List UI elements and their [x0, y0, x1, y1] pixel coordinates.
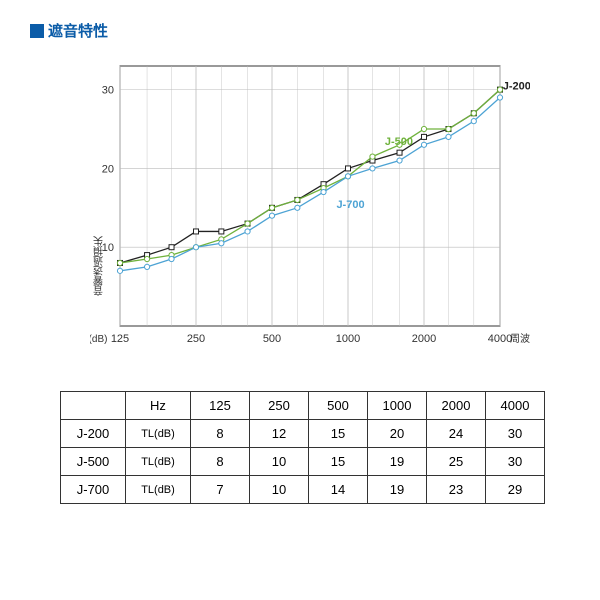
table-col-header: 250 [250, 392, 309, 420]
svg-text:音響透過損失: 音響透過損失 [94, 235, 106, 297]
table-cell: 8 [191, 420, 250, 448]
svg-text:4000: 4000 [488, 333, 512, 345]
svg-text:J-500: J-500 [385, 136, 413, 148]
svg-text:(dB): (dB) [90, 334, 107, 345]
table-cell: 25 [427, 448, 486, 476]
title-square-icon [30, 24, 44, 38]
svg-text:500: 500 [263, 333, 281, 345]
table-cell: 14 [309, 476, 368, 504]
table-cell: 19 [368, 476, 427, 504]
table-cell: 20 [368, 420, 427, 448]
table-corner [61, 392, 126, 420]
table-col-hz: Hz [126, 392, 191, 420]
table-col-header: 2000 [427, 392, 486, 420]
svg-text:125: 125 [111, 333, 129, 345]
table-cell: 15 [309, 420, 368, 448]
table-cell: 24 [427, 420, 486, 448]
svg-text:J-200: J-200 [503, 81, 530, 93]
table-cell: 30 [486, 420, 545, 448]
data-table: Hz125250500100020004000 J-200TL(dB)81215… [60, 391, 545, 504]
table-row: J-500TL(dB)81015192530 [61, 448, 545, 476]
table-cell: 12 [250, 420, 309, 448]
table-cell: 10 [250, 448, 309, 476]
table-cell: 8 [191, 448, 250, 476]
title-text: 遮音特性 [48, 20, 108, 41]
table-cell: 19 [368, 448, 427, 476]
svg-text:J-700: J-700 [336, 199, 364, 211]
svg-text:2000: 2000 [412, 333, 436, 345]
table-cell: 23 [427, 476, 486, 504]
svg-text:250: 250 [187, 333, 205, 345]
table-row: J-700TL(dB)71014192329 [61, 476, 545, 504]
table-row-name: J-500 [61, 448, 126, 476]
table-row-unit: TL(dB) [126, 448, 191, 476]
chart-title: 遮音特性 [30, 20, 570, 41]
svg-text:20: 20 [102, 163, 114, 175]
table-row-name: J-200 [61, 420, 126, 448]
table-cell: 7 [191, 476, 250, 504]
svg-text:周波数 (Hz): 周波数 (Hz) [510, 332, 530, 345]
table-row-unit: TL(dB) [126, 420, 191, 448]
table-col-header: 125 [191, 392, 250, 420]
sound-insulation-chart: 102030125250500100020004000J-200J-500J-7… [90, 56, 530, 361]
table-row: J-200TL(dB)81215202430 [61, 420, 545, 448]
table-cell: 10 [250, 476, 309, 504]
table-row-name: J-700 [61, 476, 126, 504]
svg-text:1000: 1000 [336, 333, 360, 345]
table-col-header: 4000 [486, 392, 545, 420]
table-row-unit: TL(dB) [126, 476, 191, 504]
table-cell: 29 [486, 476, 545, 504]
table-col-header: 1000 [368, 392, 427, 420]
table-cell: 15 [309, 448, 368, 476]
svg-text:30: 30 [102, 85, 114, 97]
table-col-header: 500 [309, 392, 368, 420]
table-cell: 30 [486, 448, 545, 476]
